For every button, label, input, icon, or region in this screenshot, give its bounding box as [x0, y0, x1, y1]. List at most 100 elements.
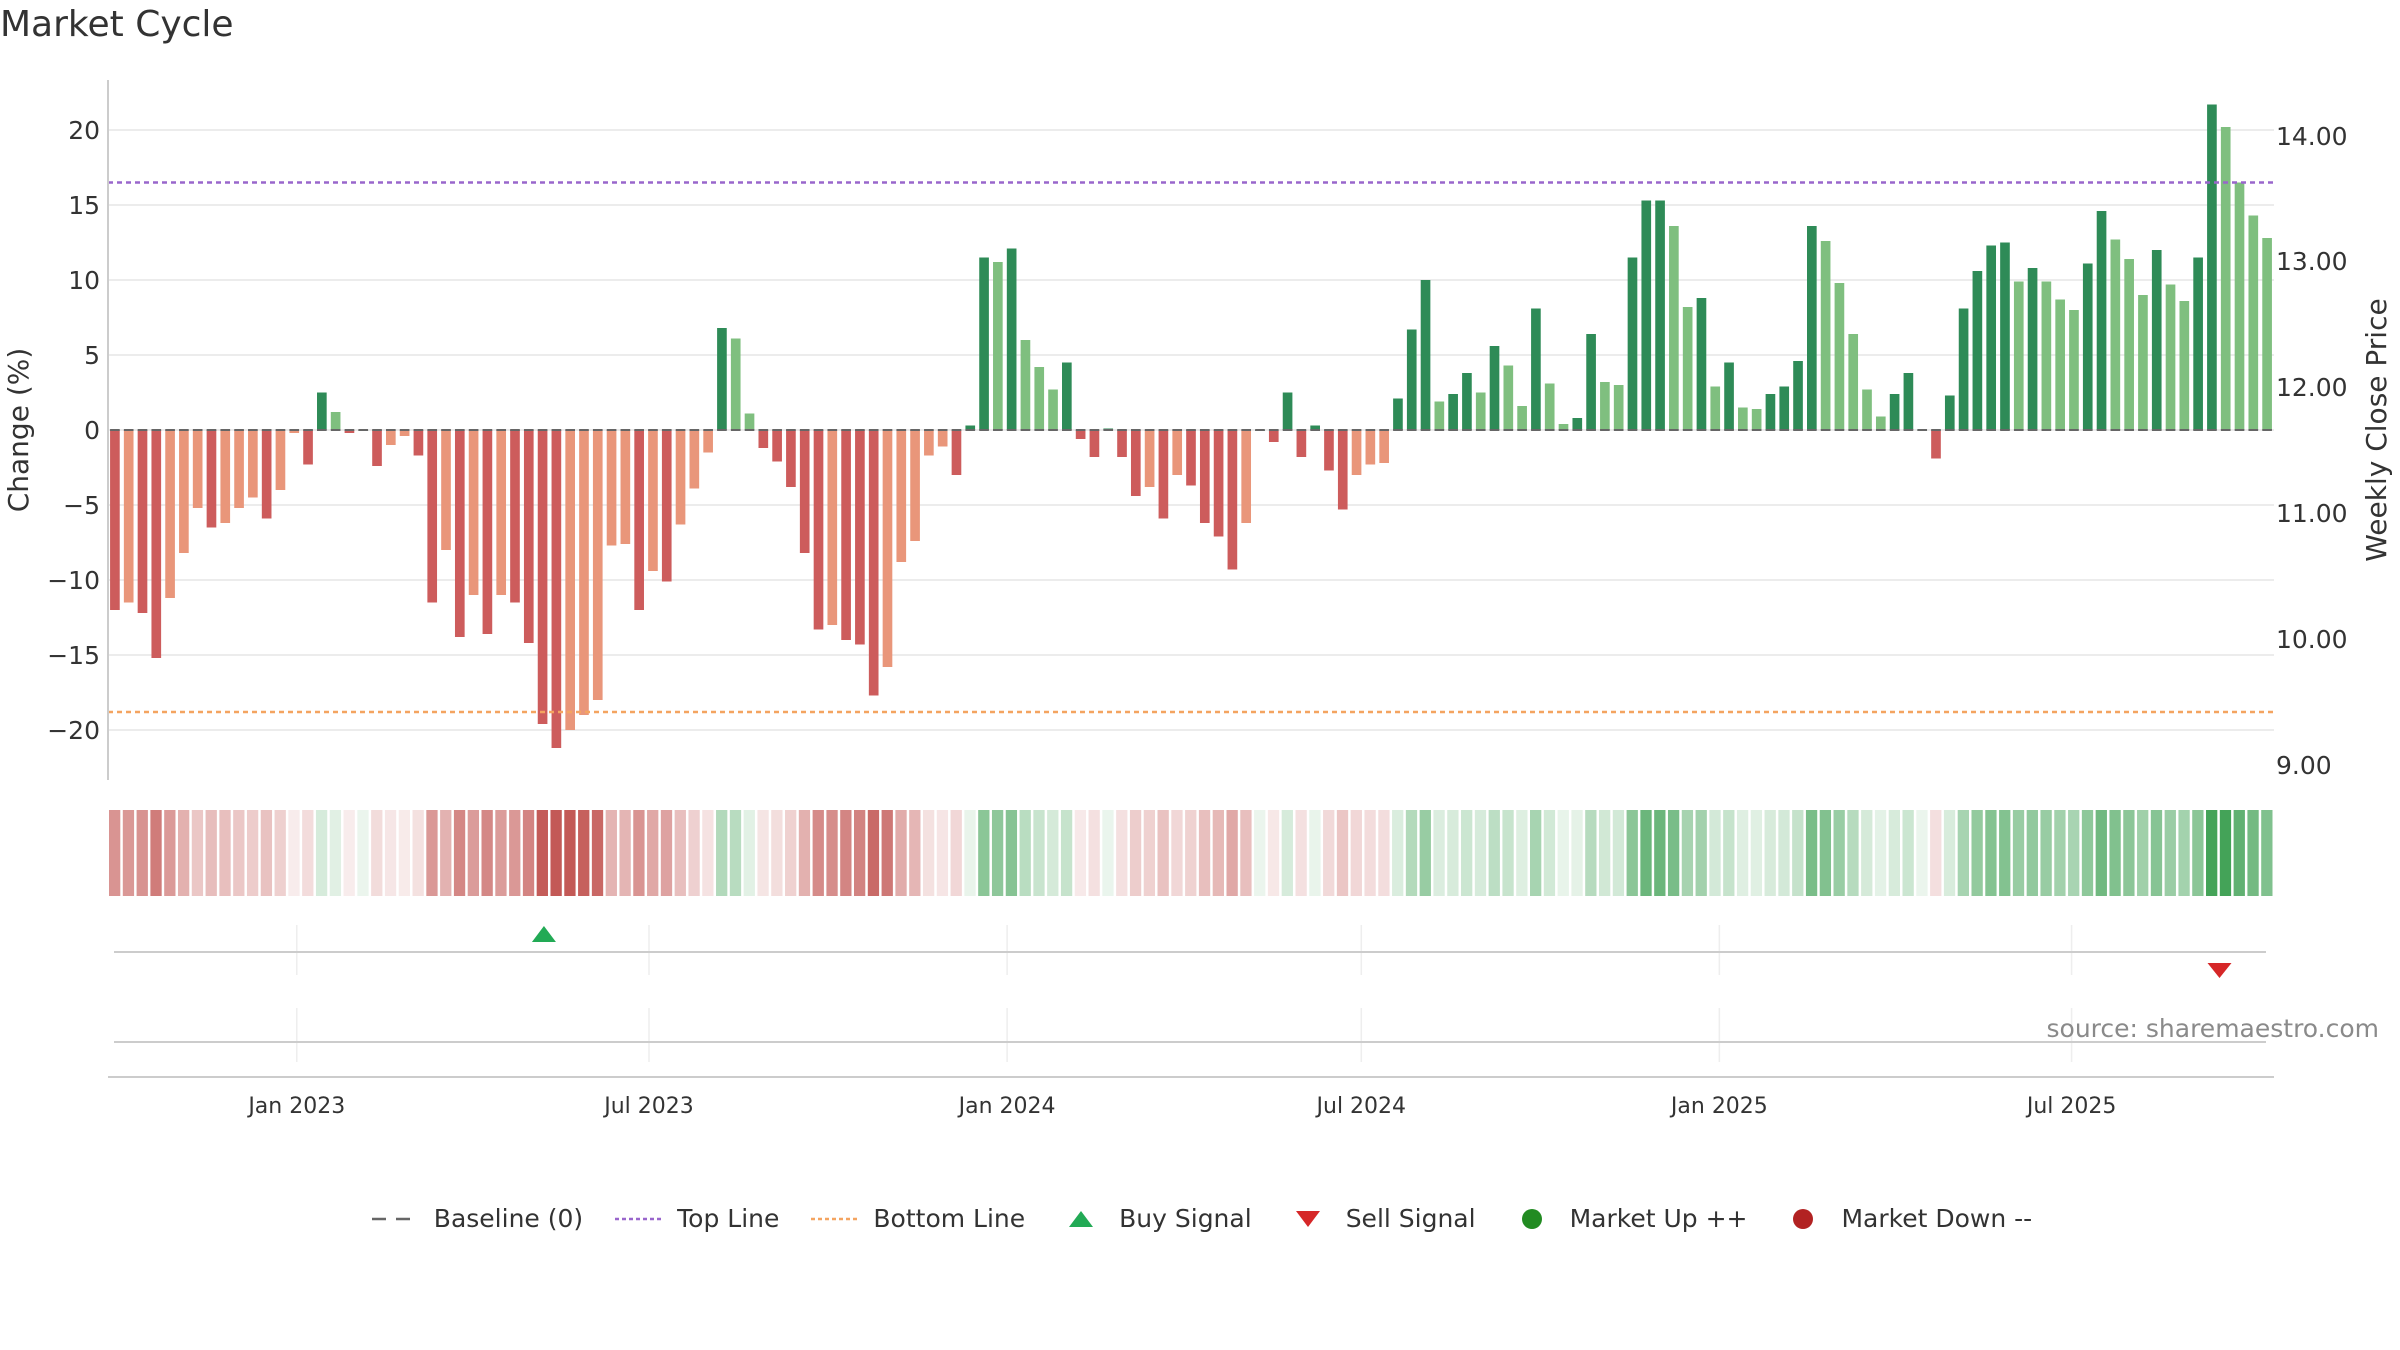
y2-tick-label: 9.00	[2276, 751, 2332, 780]
bar	[1241, 430, 1252, 523]
heat-cell	[1336, 810, 1349, 896]
heat-cell	[302, 810, 314, 896]
bar	[1958, 308, 1969, 430]
heat-cell	[909, 810, 921, 896]
bar	[1034, 367, 1045, 430]
heat-cell	[578, 810, 590, 896]
bar	[1972, 271, 1983, 430]
heat-cell	[1033, 810, 1045, 896]
bar	[1738, 407, 1748, 430]
bar	[344, 430, 355, 433]
bar	[1669, 226, 1679, 430]
heat-cell	[1502, 810, 1514, 896]
heat-cell	[605, 810, 617, 896]
heat-cell	[1392, 810, 1404, 896]
heat-cell	[1571, 810, 1583, 896]
heat-cell	[1129, 810, 1142, 896]
bar	[1186, 430, 1196, 486]
legend-item: Top Line	[611, 1204, 779, 1233]
y-axis-label: Change (%)	[2, 348, 35, 513]
legend-label: Sell Signal	[1345, 1204, 1476, 1233]
bar	[1475, 392, 1486, 430]
bar	[537, 430, 548, 724]
bars-layer	[110, 104, 2272, 748]
x-tick-label: Jan 2024	[957, 1094, 1056, 1119]
heat-cell	[1267, 810, 1280, 896]
heat-cell	[1433, 810, 1445, 896]
heat-cell	[633, 810, 645, 896]
legend-marker	[371, 1217, 420, 1220]
bar	[924, 430, 934, 456]
bar	[979, 257, 989, 430]
bar	[744, 413, 755, 430]
y-tick-label: 0	[84, 416, 100, 445]
heat-cell	[136, 810, 148, 896]
heat-cell	[1943, 810, 1956, 896]
bar	[786, 430, 796, 487]
bar	[1172, 430, 1183, 475]
heat-cell	[384, 810, 397, 896]
bar	[1199, 430, 1210, 523]
bar	[579, 430, 589, 715]
y-tick-label: 20	[68, 116, 100, 145]
bar	[1227, 430, 1238, 570]
heat-cell	[164, 810, 176, 896]
bar	[799, 430, 810, 553]
y-tick-label: −20	[47, 716, 100, 745]
legend: Baseline (0) Top Line Bottom Line Buy Signa…	[0, 1204, 2400, 1233]
legend-marker	[811, 1217, 860, 1220]
heat-cell	[233, 810, 245, 896]
heat-cell	[688, 810, 700, 896]
y2-tick-label: 14.00	[2276, 122, 2348, 151]
heat-cell	[1667, 810, 1680, 896]
bar	[1848, 334, 1859, 430]
bar	[399, 430, 410, 436]
heat-cell	[1157, 810, 1169, 896]
bar	[1420, 280, 1431, 430]
bar	[1365, 430, 1376, 465]
bar	[2082, 263, 2093, 430]
x-axis: Jan 2023 Jul 2023 Jan 2024 Jul 2024 Jan 2025…	[108, 1076, 2274, 1119]
bar	[1696, 298, 1707, 430]
heat-cell	[812, 810, 824, 896]
y2-tick-label: 13.00	[2276, 247, 2348, 276]
heat-cell	[1874, 810, 1887, 896]
bar	[1641, 200, 1652, 430]
heat-cell	[619, 810, 631, 896]
bar	[951, 430, 962, 475]
bar	[1324, 430, 1334, 471]
heat-cell	[1778, 810, 1790, 896]
heat-cell	[1198, 810, 1211, 896]
heat-cell	[109, 810, 121, 896]
heat-cell	[978, 810, 990, 896]
heat-cell	[867, 810, 880, 896]
heat-cell	[1295, 810, 1307, 896]
heat-cell	[205, 810, 217, 896]
bar	[123, 430, 134, 603]
legend-item: Baseline (0)	[368, 1204, 583, 1233]
bar	[1489, 346, 1500, 430]
bar	[220, 430, 231, 523]
bar	[758, 430, 769, 448]
legend-marker	[1521, 1208, 1542, 1229]
bar	[1310, 425, 1320, 430]
bar	[1889, 394, 1900, 430]
legend-marker	[615, 1217, 664, 1220]
heat-cell	[150, 810, 162, 896]
heat-cell	[522, 810, 535, 896]
reference-lines	[108, 181, 2274, 714]
heat-cell	[2095, 810, 2107, 896]
bar	[2138, 295, 2148, 430]
heat-cell	[853, 810, 866, 896]
bar	[620, 430, 631, 544]
heat-cell	[881, 810, 893, 896]
bar	[661, 430, 672, 582]
bar	[1875, 416, 1886, 430]
heat-cell	[412, 810, 424, 896]
bar	[2207, 104, 2217, 430]
bar	[2110, 239, 2121, 430]
bar	[2193, 257, 2203, 430]
bar	[965, 425, 976, 430]
bar	[2027, 268, 2038, 430]
bar	[303, 430, 313, 465]
